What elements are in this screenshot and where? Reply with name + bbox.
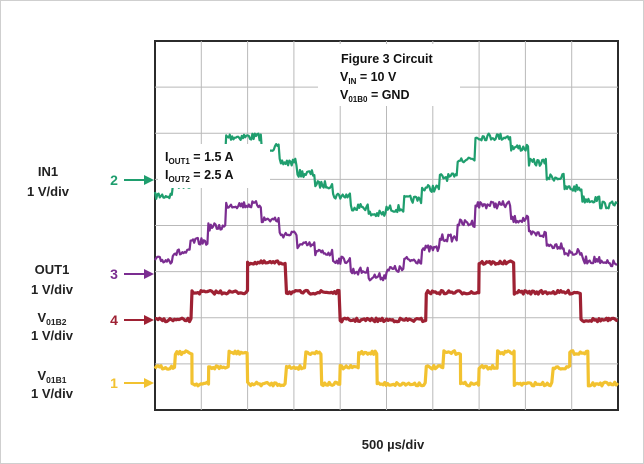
v01b2-sub: 01B2 [46,317,67,327]
out1-scale: 1 V/div [31,282,74,297]
trace-v01b2 [154,259,619,324]
iout2-rest: = 2.5 A [190,168,234,182]
channel-4-marker: 4 [110,312,154,328]
v01b1-main: V [38,368,47,383]
vin-main: V [340,70,349,84]
v01b1-scale: 1 V/div [31,386,74,401]
v01b1-label: V01B1 [38,368,67,385]
vin-sub: IN [348,77,356,86]
x-scale-label: 500 µs/div [362,437,425,452]
channel-number: 3 [110,266,118,282]
trace-out1 [154,200,618,282]
v01b0-annotation: V01B0 = GND [340,88,410,104]
channel-number: 4 [110,312,118,328]
v01b2-main: V [38,310,47,325]
v01b0-rest: = GND [367,88,409,102]
iout2-main: I [165,168,168,182]
arrow-head-icon [144,175,154,185]
trace-in1 [153,132,618,218]
iout1-rest: = 1.5 A [190,150,234,164]
arrow-head-icon [144,269,154,279]
channel-number: 1 [110,375,118,391]
channel-2-marker: 2 [110,172,154,188]
traces [153,132,620,388]
iout1-main: I [165,150,168,164]
v01b2-label: V01B2 [38,310,67,327]
v01b1-sub: 01B1 [46,375,67,385]
iout2-annotation: IOUT2 = 2.5 A [165,168,234,184]
annotation-box-top [318,44,460,106]
arrow-head-icon [144,315,154,325]
in1-scale: 1 V/div [27,184,70,199]
vin-rest: = 10 V [356,70,397,84]
iout2-sub: OUT2 [168,175,190,184]
in1-label: IN1 [38,164,58,179]
channel-markers: 2 3 4 1 [110,172,154,391]
out1-label: OUT1 [35,262,70,277]
arrow-head-icon [144,378,154,388]
iout1-sub: OUT1 [168,157,190,166]
trace-v01b1 [153,349,620,388]
annotation-box-left [158,144,270,188]
channel-number: 2 [110,172,118,188]
channel-1-marker: 1 [110,375,154,391]
v01b2-scale: 1 V/div [31,328,74,343]
chart-title: Figure 3 Circuit [341,52,434,66]
v01b0-sub: 01B0 [348,95,368,104]
iout1-annotation: IOUT1 = 1.5 A [165,150,234,166]
channel-3-marker: 3 [110,266,154,282]
vin-annotation: VIN = 10 V [340,70,397,86]
v01b0-main: V [340,88,349,102]
